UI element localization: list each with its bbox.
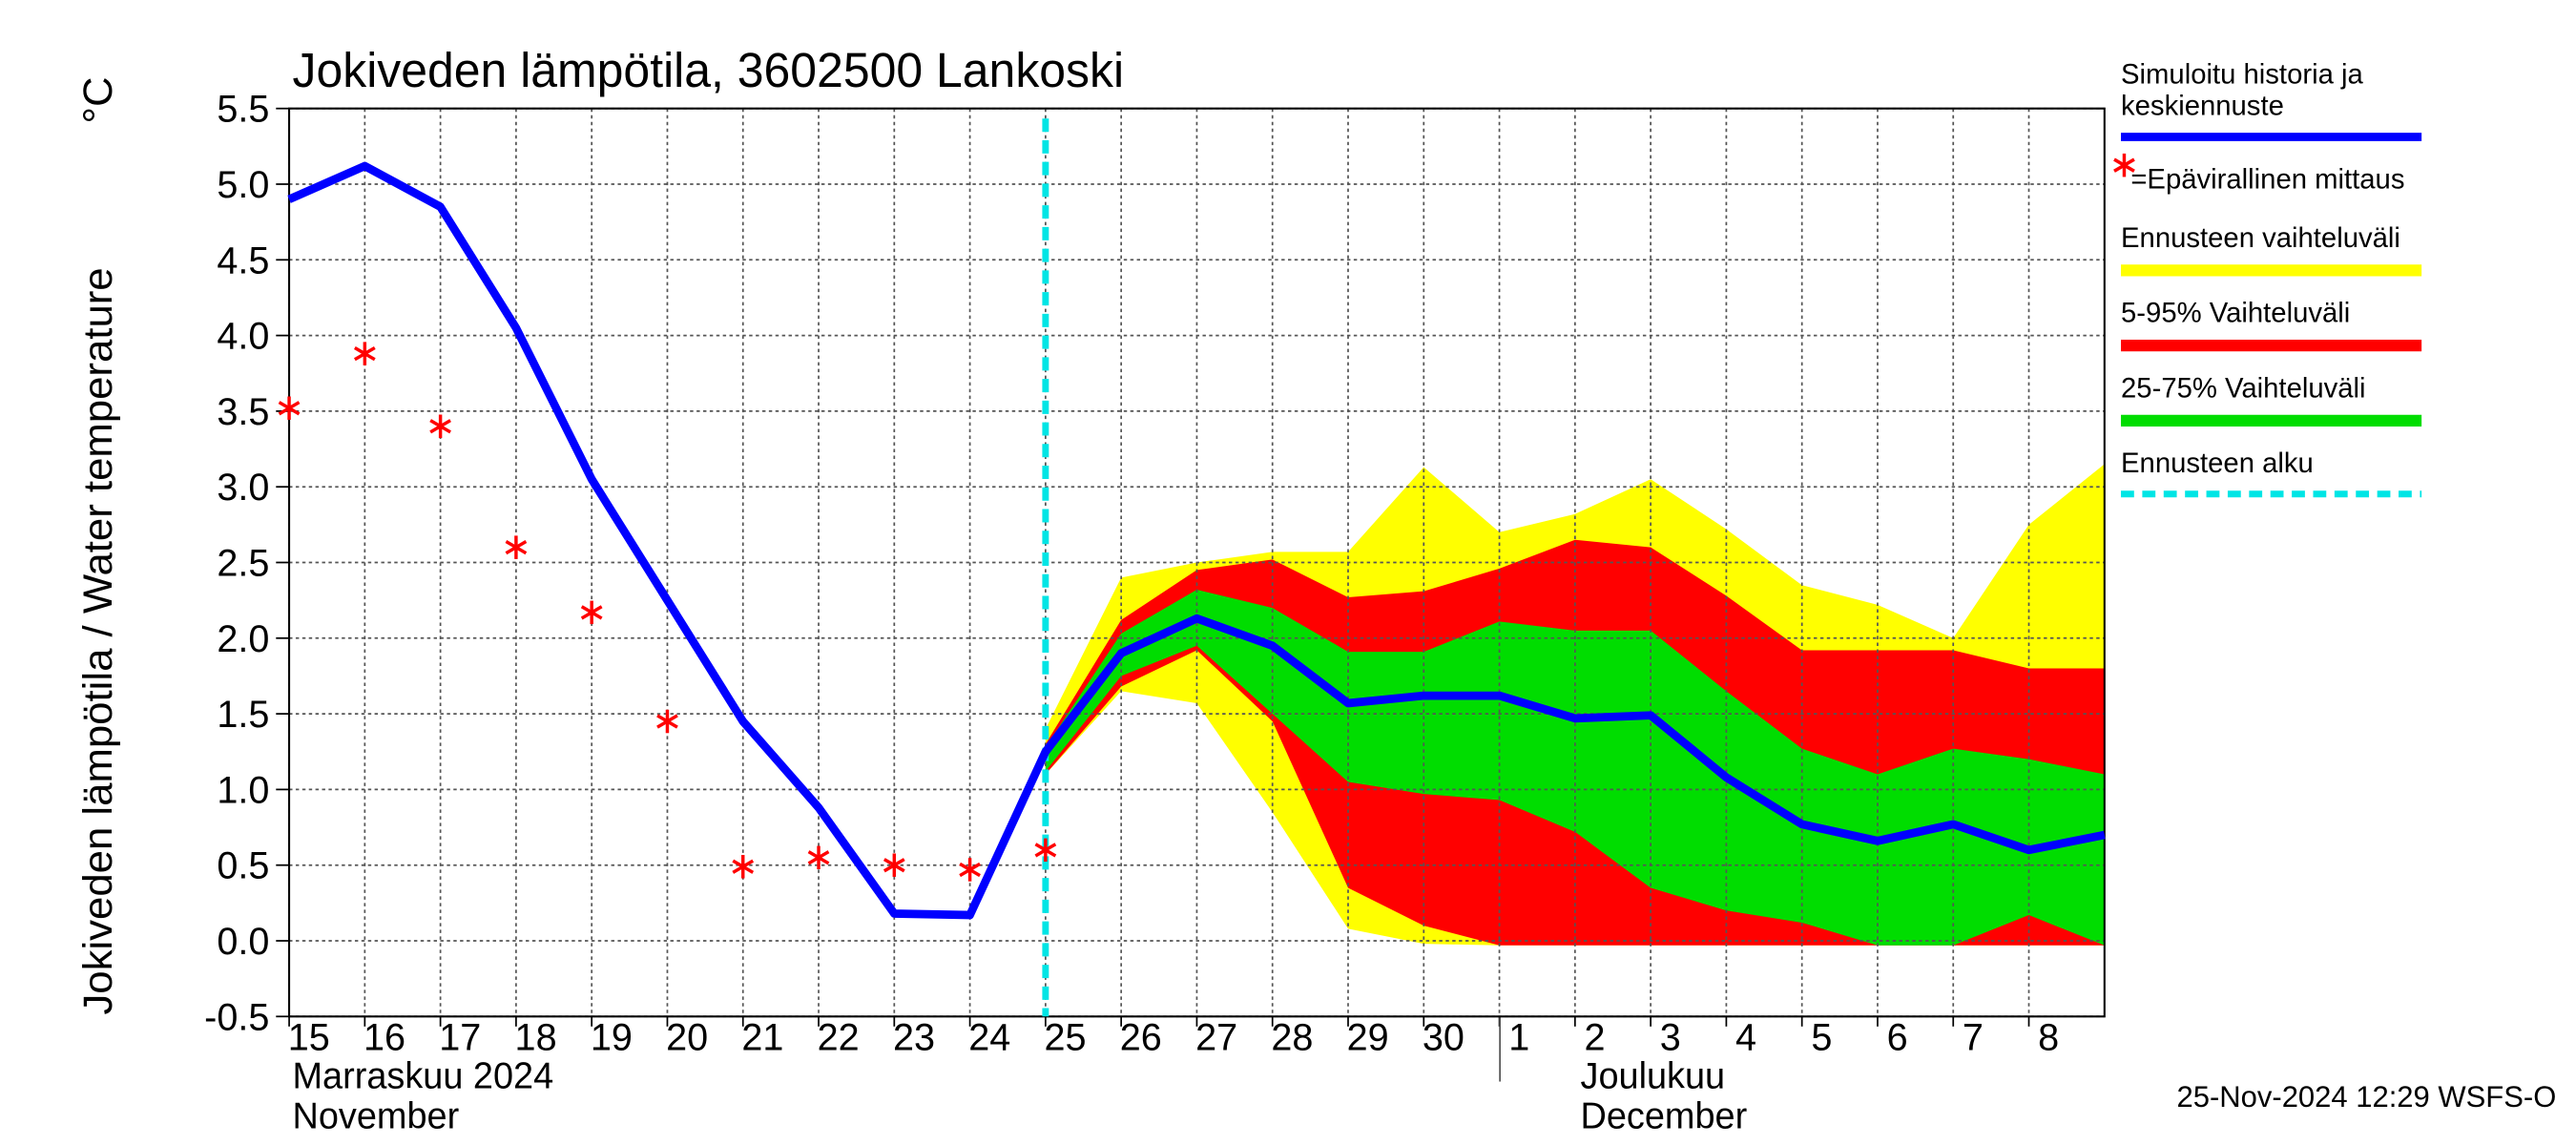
marker-stroke bbox=[505, 540, 528, 555]
x-tick-label: 16 bbox=[364, 1016, 405, 1058]
x-tick-label: 6 bbox=[1887, 1016, 1908, 1058]
y-axis-label: Jokiveden lämpötila / Water temperature bbox=[75, 267, 121, 1014]
marker-stroke bbox=[278, 401, 301, 416]
legend-label: keskiennuste bbox=[2121, 90, 2284, 121]
y-tick-label: 0.5 bbox=[217, 844, 269, 886]
y-tick-label: 4.0 bbox=[217, 315, 269, 357]
y-tick-label: 5.0 bbox=[217, 164, 269, 206]
y-tick-label: 2.0 bbox=[217, 618, 269, 660]
observation-marker bbox=[656, 709, 678, 734]
x-tick-label: 23 bbox=[893, 1016, 935, 1058]
x-tick-label: 17 bbox=[439, 1016, 481, 1058]
y-tick-label: 4.5 bbox=[217, 239, 269, 281]
x-tick-label: 27 bbox=[1195, 1016, 1237, 1058]
marker-stroke bbox=[1034, 843, 1057, 858]
y-tick-label: -0.5 bbox=[204, 996, 269, 1038]
x-tick-label: 7 bbox=[1963, 1016, 1984, 1058]
y-unit: °C bbox=[75, 76, 121, 123]
marker-stroke bbox=[353, 345, 376, 362]
observation-marker bbox=[429, 414, 451, 439]
chart-title: Jokiveden lämpötila, 3602500 Lankoski bbox=[293, 43, 1125, 97]
month-label: November bbox=[293, 1095, 460, 1136]
observation-marker bbox=[353, 342, 376, 365]
footer: 25-Nov-2024 12:29 WSFS-O bbox=[2176, 1080, 2556, 1114]
x-tick-label: 21 bbox=[741, 1016, 783, 1058]
x-tick-label: 2 bbox=[1584, 1016, 1605, 1058]
y-tick-label: 2.5 bbox=[217, 542, 269, 584]
marker-stroke bbox=[580, 605, 603, 620]
month-label: December bbox=[1581, 1095, 1748, 1136]
legend-label: Ennusteen alku bbox=[2121, 448, 2314, 479]
x-tick-label: 3 bbox=[1660, 1016, 1681, 1058]
legend-label: 25-75% Vaihteluväli bbox=[2121, 372, 2366, 404]
marker-stroke bbox=[656, 714, 678, 729]
x-tick-label: 24 bbox=[968, 1016, 1010, 1058]
observation-marker bbox=[883, 853, 905, 877]
x-tick-label: 19 bbox=[591, 1016, 633, 1058]
observation-marker bbox=[1034, 838, 1057, 863]
marker-stroke bbox=[807, 850, 830, 865]
legend-label: Ennusteen vaihteluväli bbox=[2121, 222, 2400, 254]
x-tick-label: 28 bbox=[1271, 1016, 1313, 1058]
marker-stroke bbox=[959, 862, 981, 878]
y-tick-label: 1.5 bbox=[217, 694, 269, 736]
observation-marker bbox=[807, 845, 830, 870]
month-label: Joulukuu bbox=[1581, 1055, 1726, 1096]
median-line bbox=[287, 161, 2106, 920]
marker-stroke bbox=[883, 858, 905, 873]
marker-stroke bbox=[429, 419, 451, 434]
y-tick-label: 0.0 bbox=[217, 921, 269, 963]
y-tick-label: 1.0 bbox=[217, 769, 269, 811]
observation-marker bbox=[580, 600, 603, 625]
observation-marker bbox=[278, 396, 301, 420]
month-label: Marraskuu 2024 bbox=[293, 1055, 554, 1096]
legend-label: Simuloitu historia ja bbox=[2121, 58, 2363, 90]
x-tick-label: 25 bbox=[1045, 1016, 1087, 1058]
legend-label: 5-95% Vaihteluväli bbox=[2121, 297, 2350, 328]
x-tick-label: 26 bbox=[1120, 1016, 1162, 1058]
marker-stroke bbox=[732, 859, 755, 874]
legend-label: =Epävirallinen mittaus bbox=[2130, 163, 2404, 195]
observation-marker bbox=[959, 858, 981, 882]
observation-marker bbox=[505, 535, 528, 559]
x-tick-label: 30 bbox=[1423, 1016, 1465, 1058]
y-tick-label: 3.5 bbox=[217, 391, 269, 433]
x-tick-label: 15 bbox=[288, 1016, 330, 1058]
marker-stroke bbox=[2113, 157, 2135, 173]
x-tick-label: 4 bbox=[1735, 1016, 1756, 1058]
observation-marker bbox=[2113, 153, 2135, 177]
plot-frame bbox=[288, 107, 2106, 1018]
x-tick-label: 1 bbox=[1508, 1016, 1529, 1058]
x-tick-label: 5 bbox=[1811, 1016, 1832, 1058]
observation-marker bbox=[732, 855, 755, 879]
y-tick-label: 5.5 bbox=[217, 88, 269, 130]
y-tick-label: 3.0 bbox=[217, 467, 269, 509]
x-tick-label: 29 bbox=[1347, 1016, 1389, 1058]
x-tick-label: 22 bbox=[818, 1016, 860, 1058]
x-tick-label: 8 bbox=[2038, 1016, 2059, 1058]
x-tick-label: 18 bbox=[515, 1016, 557, 1058]
x-tick-label: 20 bbox=[666, 1016, 708, 1058]
